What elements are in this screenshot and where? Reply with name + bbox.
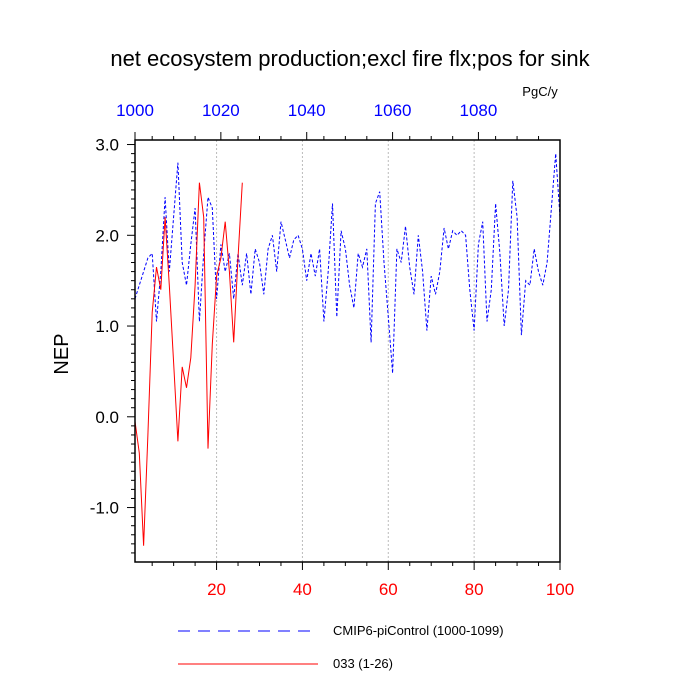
chart-title: net ecosystem production;excl fire flx;p… [110, 46, 590, 71]
units-label: PgC/y [522, 84, 558, 99]
y-tick-label: -1.0 [90, 499, 119, 518]
y-tick-label: 2.0 [95, 226, 119, 245]
legend: CMIP6-piControl (1000-1099) 033 (1-26) [178, 623, 504, 671]
y-tick-label: 1.0 [95, 317, 119, 336]
legend-label-run: 033 (1-26) [333, 656, 393, 671]
y-tick-label: 0.0 [95, 408, 119, 427]
y-axis-label: NEP [51, 333, 73, 374]
y-tick-label: 3.0 [95, 136, 119, 155]
x-tick-label: 80 [465, 580, 484, 599]
x-top-tick-label: 1080 [460, 101, 498, 120]
series-layer [134, 153, 561, 546]
x-tick-label: 60 [379, 580, 398, 599]
x-top-tick-label: 1020 [202, 101, 240, 120]
plot-frame [134, 139, 561, 563]
x-top-tick-label: 1040 [288, 101, 326, 120]
legend-label-ctrl: CMIP6-piControl (1000-1099) [333, 623, 504, 638]
axis-ticks [127, 132, 561, 570]
x-tick-label: 100 [546, 580, 574, 599]
series-line-033 [134, 182, 243, 546]
x-top-tick-label: 1060 [374, 101, 412, 120]
x-tick-label: 40 [293, 580, 312, 599]
x-tick-label: 20 [207, 580, 226, 599]
x-top-tick-label: 1000 [116, 101, 154, 120]
series-line-picontrol [134, 153, 561, 374]
grid-lines [216, 140, 475, 562]
axis-tick-labels: 20 40 60 80 100 1000 1020 1040 1060 1080 -1.0 0.0 1.… [90, 101, 574, 599]
